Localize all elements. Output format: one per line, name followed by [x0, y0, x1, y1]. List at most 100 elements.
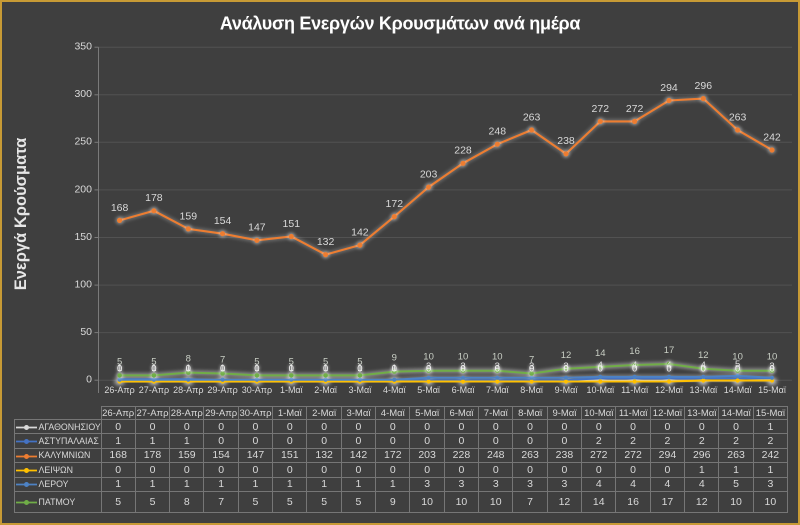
- svg-text:1: 1: [289, 363, 294, 374]
- svg-text:5: 5: [323, 356, 328, 367]
- svg-text:147: 147: [248, 222, 266, 234]
- svg-text:151: 151: [283, 218, 301, 230]
- svg-text:12-Μαϊ: 12-Μαϊ: [655, 385, 684, 395]
- svg-text:5-Μαϊ: 5-Μαϊ: [417, 385, 441, 395]
- svg-text:15-Μαϊ: 15-Μαϊ: [758, 385, 787, 395]
- svg-text:159: 159: [180, 210, 198, 222]
- svg-text:1: 1: [151, 363, 156, 374]
- svg-text:8-Μαϊ: 8-Μαϊ: [520, 385, 544, 395]
- svg-text:263: 263: [729, 111, 747, 123]
- svg-text:0: 0: [186, 363, 191, 374]
- svg-text:272: 272: [626, 103, 644, 115]
- svg-text:0: 0: [151, 363, 156, 374]
- svg-text:0: 0: [254, 363, 259, 374]
- svg-text:1: 1: [117, 363, 122, 374]
- svg-text:29-Απρ: 29-Απρ: [207, 385, 237, 395]
- svg-text:13-Μαϊ: 13-Μαϊ: [689, 385, 718, 395]
- svg-text:30-Απρ: 30-Απρ: [242, 385, 272, 395]
- svg-text:5: 5: [117, 356, 122, 367]
- svg-text:294: 294: [660, 82, 678, 94]
- svg-text:0: 0: [529, 363, 534, 374]
- svg-text:0: 0: [289, 363, 294, 374]
- svg-text:4: 4: [632, 360, 637, 371]
- svg-text:350: 350: [74, 41, 92, 53]
- svg-text:0: 0: [495, 363, 500, 374]
- svg-text:100: 100: [74, 279, 92, 291]
- svg-text:5: 5: [357, 356, 362, 367]
- svg-text:0: 0: [392, 363, 397, 374]
- svg-text:0: 0: [289, 363, 294, 374]
- svg-text:250: 250: [74, 136, 92, 148]
- svg-text:0: 0: [735, 363, 740, 374]
- svg-text:0: 0: [495, 363, 500, 374]
- svg-text:Ενεργά Κρούσματα: Ενεργά Κρούσματα: [12, 138, 30, 291]
- svg-text:3: 3: [495, 361, 500, 372]
- svg-text:0: 0: [426, 363, 431, 374]
- svg-text:28-Απρ: 28-Απρ: [173, 385, 203, 395]
- svg-text:0: 0: [254, 363, 259, 374]
- svg-text:0: 0: [529, 363, 534, 374]
- svg-text:12: 12: [698, 350, 709, 361]
- svg-text:5: 5: [289, 356, 294, 367]
- svg-text:5: 5: [254, 356, 259, 367]
- svg-text:10: 10: [767, 352, 778, 363]
- svg-text:228: 228: [454, 145, 472, 157]
- svg-text:8: 8: [186, 354, 191, 365]
- svg-text:1: 1: [323, 363, 328, 374]
- svg-text:300: 300: [74, 88, 92, 100]
- svg-text:0: 0: [563, 363, 568, 374]
- svg-text:168: 168: [111, 202, 129, 214]
- svg-text:7: 7: [529, 355, 534, 366]
- svg-text:1: 1: [254, 363, 259, 374]
- svg-text:1-Μαϊ: 1-Μαϊ: [280, 385, 304, 395]
- svg-text:12: 12: [561, 350, 572, 361]
- svg-text:0: 0: [735, 363, 740, 374]
- svg-text:203: 203: [420, 169, 438, 181]
- svg-text:296: 296: [695, 80, 713, 92]
- svg-text:0: 0: [598, 363, 603, 374]
- svg-text:3: 3: [460, 361, 465, 372]
- svg-text:0: 0: [769, 363, 774, 374]
- svg-text:0: 0: [460, 363, 465, 374]
- svg-text:0: 0: [357, 363, 362, 374]
- svg-text:0: 0: [392, 363, 397, 374]
- svg-text:0: 0: [598, 363, 603, 374]
- svg-text:0: 0: [632, 363, 637, 374]
- svg-text:3: 3: [563, 361, 568, 372]
- svg-text:0: 0: [323, 363, 328, 374]
- svg-text:1: 1: [220, 363, 225, 374]
- svg-text:3: 3: [769, 361, 774, 372]
- svg-text:132: 132: [317, 236, 335, 248]
- svg-text:16: 16: [629, 346, 640, 357]
- svg-text:50: 50: [80, 326, 92, 338]
- svg-text:9-Μαϊ: 9-Μαϊ: [555, 385, 579, 395]
- svg-text:7-Μαϊ: 7-Μαϊ: [486, 385, 510, 395]
- svg-text:5: 5: [735, 359, 740, 370]
- svg-text:3: 3: [426, 361, 431, 372]
- svg-text:142: 142: [351, 227, 369, 239]
- svg-text:172: 172: [386, 198, 404, 210]
- svg-text:2-Μαϊ: 2-Μαϊ: [314, 385, 338, 395]
- svg-text:14-Μαϊ: 14-Μαϊ: [724, 385, 753, 395]
- svg-text:248: 248: [489, 126, 507, 138]
- svg-text:238: 238: [557, 135, 575, 147]
- svg-text:5: 5: [151, 356, 156, 367]
- svg-text:11-Μαϊ: 11-Μαϊ: [621, 385, 649, 395]
- svg-text:0: 0: [426, 363, 431, 374]
- svg-text:4: 4: [598, 360, 603, 371]
- svg-text:0: 0: [666, 363, 671, 374]
- svg-text:263: 263: [523, 111, 541, 123]
- svg-text:0: 0: [186, 363, 191, 374]
- svg-text:0: 0: [220, 363, 225, 374]
- svg-text:27-Απρ: 27-Απρ: [139, 385, 169, 395]
- svg-text:150: 150: [74, 231, 92, 243]
- svg-text:0: 0: [769, 363, 774, 374]
- svg-text:0: 0: [632, 363, 637, 374]
- svg-text:0: 0: [563, 363, 568, 374]
- svg-text:200: 200: [74, 183, 92, 195]
- svg-text:0: 0: [117, 363, 122, 374]
- svg-text:10: 10: [458, 352, 469, 363]
- svg-text:0: 0: [357, 363, 362, 374]
- svg-text:Ανάλυση Ενεργών Κρουσμάτων ανά: Ανάλυση Ενεργών Κρουσμάτων ανά ημέρα: [220, 14, 581, 34]
- svg-text:242: 242: [763, 131, 781, 143]
